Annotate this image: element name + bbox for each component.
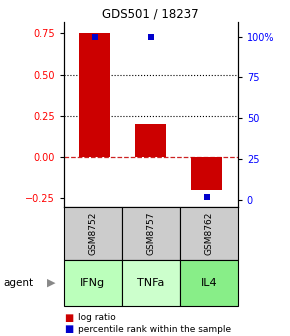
Text: GSM8762: GSM8762 (204, 212, 213, 255)
Title: GDS501 / 18237: GDS501 / 18237 (102, 8, 199, 21)
Bar (135, 124, 166, 157)
Bar (64, 260, 122, 306)
Text: percentile rank within the sample: percentile rank within the sample (78, 325, 231, 334)
Text: agent: agent (3, 278, 33, 288)
Text: ▶: ▶ (46, 278, 55, 288)
Bar (191, 157, 222, 190)
Bar (122, 260, 180, 306)
Bar (64, 207, 122, 260)
Text: GSM8757: GSM8757 (146, 212, 155, 255)
Bar (180, 207, 238, 260)
Text: ■: ■ (64, 312, 73, 323)
Text: TNFa: TNFa (137, 278, 164, 288)
Bar (79, 33, 110, 157)
Text: IFNg: IFNg (80, 278, 105, 288)
Text: log ratio: log ratio (78, 313, 116, 322)
Text: IL4: IL4 (200, 278, 217, 288)
Text: GSM8752: GSM8752 (88, 212, 97, 255)
Bar (180, 260, 238, 306)
Text: ■: ■ (64, 324, 73, 334)
Bar (122, 207, 180, 260)
